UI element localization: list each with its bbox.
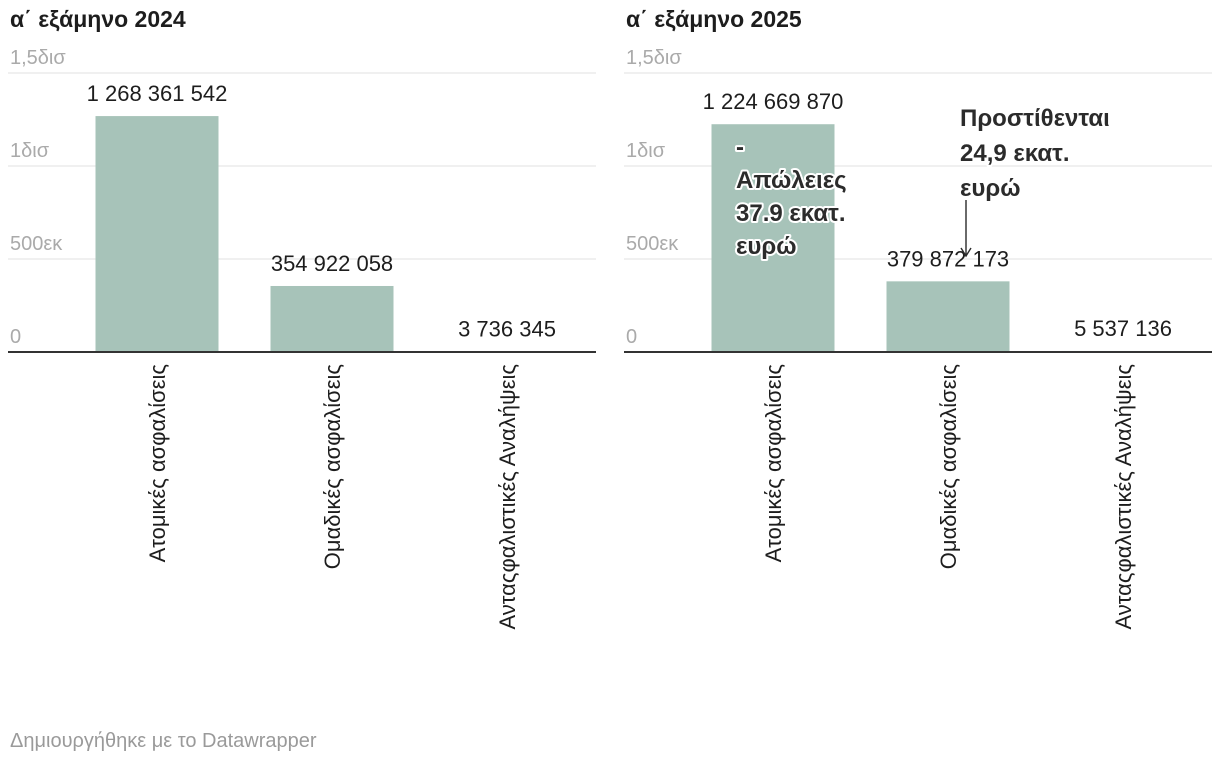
x-tick-label: Ατομικές ασφαλίσεις xyxy=(761,364,786,562)
y-tick-label: 1,5δισ xyxy=(626,47,682,69)
bar xyxy=(95,116,219,353)
chart-panel-2025: α΄ εξάμηνο 2025 0 500εκ 1δισ 1,5δισ 1 224 66… xyxy=(624,0,1214,720)
bar xyxy=(270,285,394,352)
x-tick-label: Ανταςφαλιστικές Αναλήψεις xyxy=(1111,364,1136,630)
annotation-text: Προστίθενται xyxy=(960,105,1110,132)
bar xyxy=(886,281,1010,352)
annotation-arrow xyxy=(960,200,972,258)
x-tick-label: Ατομικές ασφαλίσεις xyxy=(145,364,170,562)
data-label: 354 922 058 xyxy=(271,251,393,276)
y-tick-label: 1,5δισ xyxy=(10,47,66,69)
data-label: 1 224 669 870 xyxy=(703,89,844,114)
annotation-text: ευρώ xyxy=(736,233,796,260)
y-tick-label: 500εκ xyxy=(10,233,63,255)
y-tick-label: 0 xyxy=(10,326,21,348)
y-tick-label: 1δισ xyxy=(10,140,50,162)
data-label: 1 268 361 542 xyxy=(87,81,228,106)
annotation-text: 24,9 εκατ. xyxy=(960,140,1070,167)
data-label: 379 872 173 xyxy=(887,246,1009,271)
chart-title: α΄ εξάμηνο 2024 xyxy=(10,6,186,32)
x-tick-label: Ομαδικές ασφαλίσεις xyxy=(936,364,961,569)
bar xyxy=(711,124,835,353)
data-label: 5 537 136 xyxy=(1074,316,1172,341)
annotation-text: - xyxy=(736,134,744,161)
bar-chart-2025: 0 500εκ 1δισ 1,5δισ 1 224 669 870 379 872 173… xyxy=(624,47,1212,630)
annotation-text: ευρώ xyxy=(960,175,1020,202)
data-label: 3 736 345 xyxy=(458,316,556,341)
chart-title: α΄ εξάμηνο 2025 xyxy=(626,6,802,32)
y-tick-label: 500εκ xyxy=(626,233,679,255)
y-tick-label: 0 xyxy=(626,326,637,348)
bar-chart-2024: 0 500εκ 1δισ 1,5δισ 1 268 361 542 354 922 058… xyxy=(8,47,596,630)
x-tick-label: Ανταςφαλιστικές Αναλήψεις xyxy=(495,364,520,630)
x-tick-label: Ομαδικές ασφαλίσεις xyxy=(320,364,345,569)
footer-credit: Δημιουργήθηκε με το Datawrapper xyxy=(10,730,317,752)
chart-panel-2024: α΄ εξάμηνο 2024 0 500εκ 1δισ 1,5δισ 1 268 36… xyxy=(8,0,598,720)
y-tick-label: 1δισ xyxy=(626,140,666,162)
annotation-text: 37.9 εκατ. xyxy=(736,200,846,227)
annotation-text: Απώλειες xyxy=(736,167,847,194)
